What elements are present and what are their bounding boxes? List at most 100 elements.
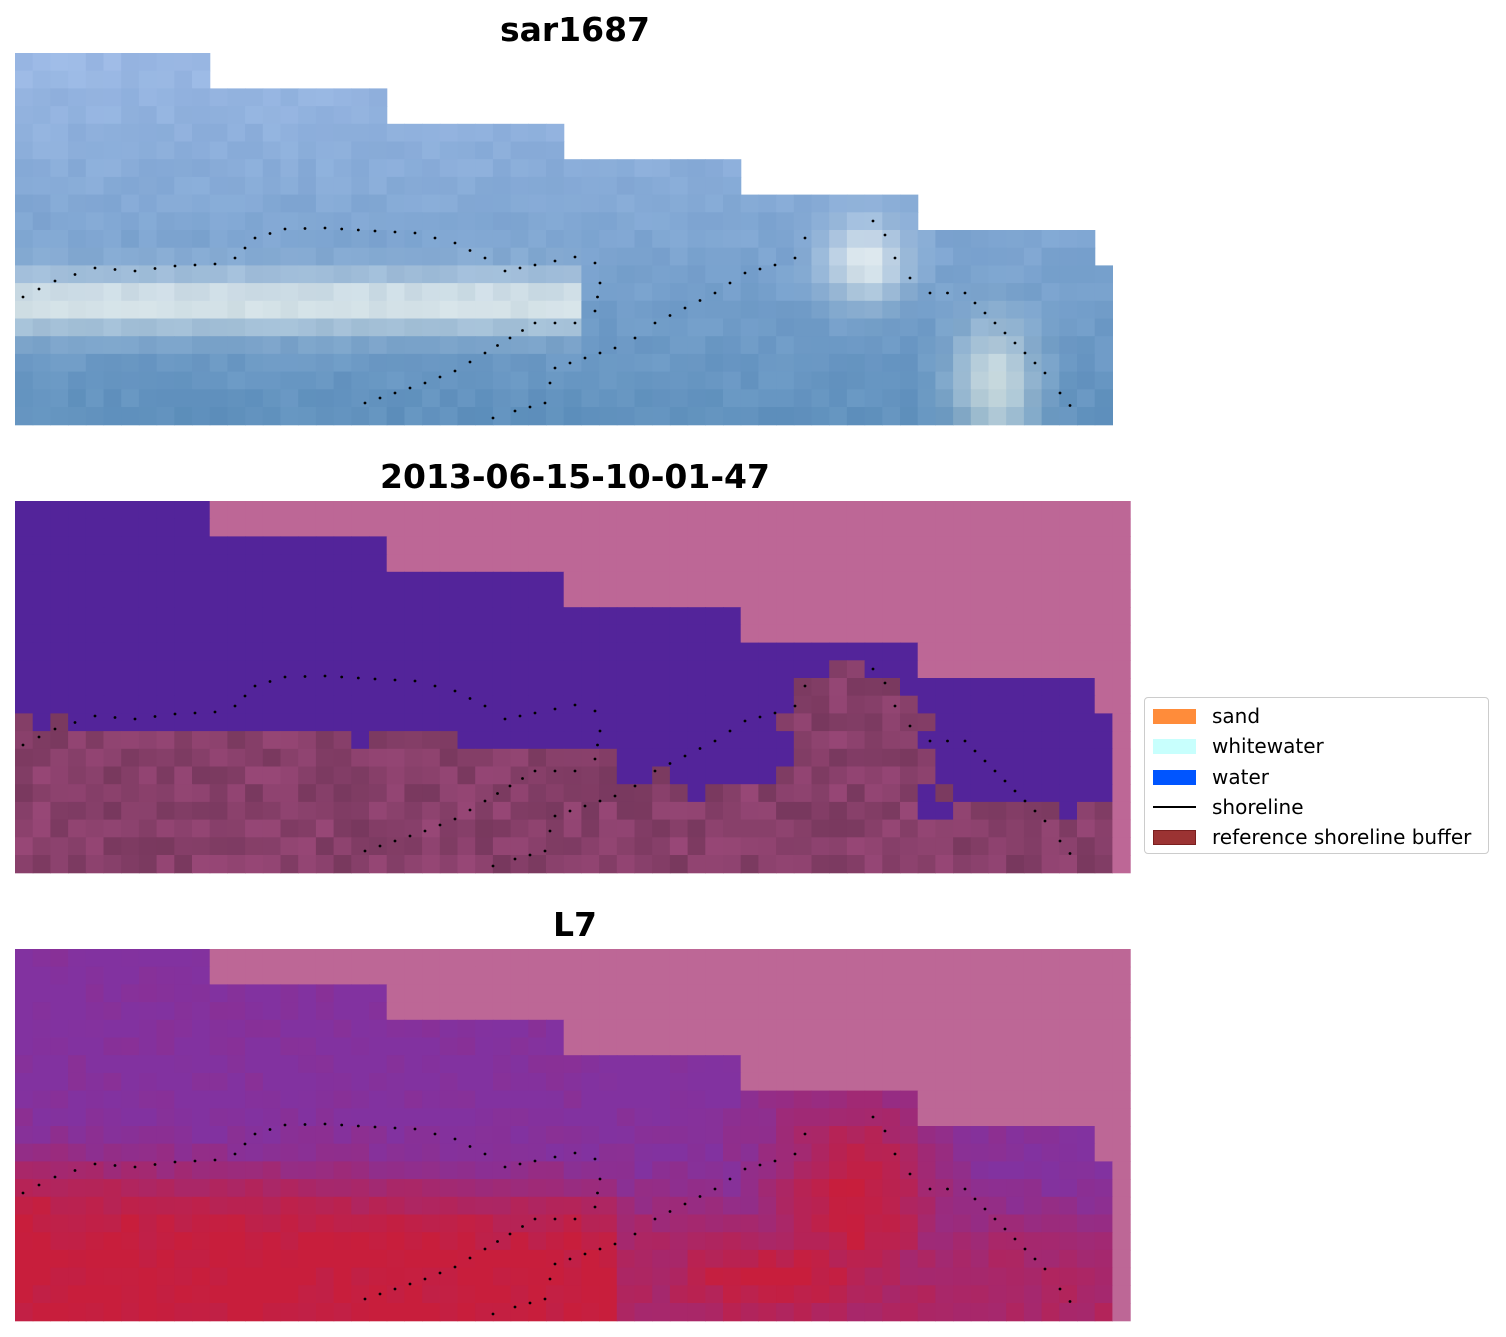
pixel — [811, 837, 830, 856]
pixel — [209, 1232, 228, 1251]
pixel — [882, 1179, 901, 1198]
pixel — [298, 1232, 317, 1251]
pixel — [970, 1143, 990, 1162]
shoreline-dot — [491, 416, 495, 420]
shoreline-dot — [173, 264, 177, 268]
shoreline-dot — [993, 321, 997, 325]
pixel — [811, 1161, 830, 1180]
pixel — [528, 949, 547, 968]
pixel — [669, 713, 689, 732]
pixel — [1041, 819, 1060, 838]
pixel — [68, 518, 87, 537]
pixel — [758, 300, 777, 320]
pixel — [262, 1090, 282, 1109]
pixel — [262, 318, 282, 337]
pixel — [492, 819, 512, 838]
shoreline-dot — [243, 1142, 247, 1146]
shoreline-dot — [496, 1240, 499, 1243]
pixel — [811, 1214, 830, 1233]
pixel — [85, 1108, 105, 1127]
pixel — [386, 536, 405, 555]
pixel — [846, 748, 866, 768]
pixel — [616, 1108, 636, 1127]
pixel — [174, 1196, 193, 1216]
pixel — [970, 607, 990, 626]
pixel — [174, 695, 193, 714]
pixel — [687, 695, 706, 714]
pixel — [935, 1090, 954, 1109]
pixel — [68, 713, 87, 732]
pixel — [457, 123, 476, 143]
pixel — [1059, 1090, 1078, 1109]
pixel — [457, 1019, 476, 1039]
pixel — [528, 1090, 547, 1109]
pixel — [917, 318, 936, 337]
pixel — [85, 748, 105, 768]
pixel — [1077, 407, 1096, 426]
pixel — [227, 589, 246, 608]
pixel — [68, 1267, 87, 1286]
pixel — [298, 283, 317, 302]
pixel — [740, 1143, 759, 1162]
pixel — [1023, 518, 1043, 537]
pixel — [776, 1037, 795, 1056]
pixel — [882, 819, 901, 838]
pixel — [68, 318, 87, 337]
pixel — [369, 353, 388, 373]
pixel — [846, 1126, 866, 1145]
pixel — [917, 1267, 936, 1286]
pixel — [475, 571, 494, 591]
pixel — [15, 1232, 34, 1251]
pixel — [15, 1196, 34, 1216]
pixel — [333, 695, 352, 714]
pixel — [882, 389, 901, 408]
pixel — [1094, 536, 1113, 555]
pixel — [953, 1108, 972, 1127]
pixel — [758, 855, 777, 874]
pixel — [475, 300, 494, 320]
shoreline-dot — [793, 256, 797, 260]
pixel — [652, 819, 671, 838]
pixel — [245, 501, 264, 520]
pixel — [1077, 766, 1096, 785]
pixel — [563, 318, 582, 337]
pixel — [1006, 766, 1025, 785]
pixel — [333, 300, 352, 320]
pixel — [156, 748, 175, 768]
pixel — [103, 1143, 122, 1162]
pixel — [85, 731, 105, 750]
pixel — [829, 984, 848, 1003]
shoreline-dot — [1043, 371, 1047, 375]
pixel — [1077, 389, 1096, 408]
pixel — [988, 966, 1007, 985]
pixel — [705, 1055, 724, 1074]
pixel — [262, 660, 282, 679]
pixel — [616, 695, 636, 714]
pixel — [475, 766, 494, 785]
pixel — [138, 371, 158, 390]
pixel — [1006, 642, 1025, 661]
pixel — [917, 837, 936, 856]
pixel — [793, 624, 813, 644]
pixel — [599, 607, 618, 626]
pixel — [475, 1232, 494, 1251]
pixel — [174, 949, 193, 968]
pixel — [369, 247, 388, 266]
pixel — [829, 713, 848, 732]
pixel — [280, 695, 299, 714]
pixel — [1023, 571, 1043, 591]
pixel — [1023, 1161, 1043, 1180]
pixel — [705, 501, 724, 520]
shoreline-dot — [483, 351, 487, 355]
pixel — [404, 713, 423, 732]
pixel — [563, 678, 582, 697]
pixel — [528, 1037, 547, 1056]
pixel — [1112, 1161, 1131, 1180]
pixel — [121, 1019, 140, 1039]
pixel — [457, 784, 476, 803]
shoreline-dot — [508, 336, 512, 340]
pixel — [192, 589, 211, 608]
shoreline-dot — [533, 1217, 537, 1221]
pixel — [723, 1214, 742, 1233]
pixel — [1077, 1072, 1096, 1092]
